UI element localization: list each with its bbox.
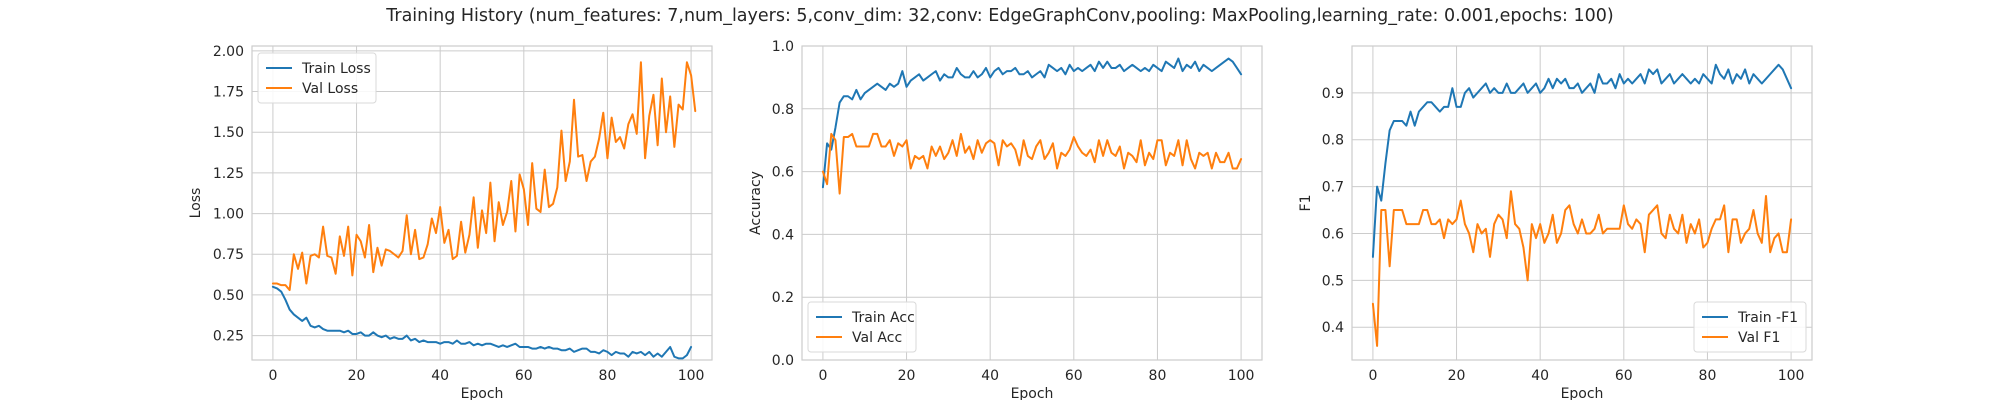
legend: Train Acc Val Acc: [807, 301, 917, 353]
y-axis-label: Accuracy: [748, 171, 764, 235]
val-series-line: [271, 61, 697, 292]
x-axis-label: Epoch: [1011, 386, 1054, 400]
val-series-line: [1371, 190, 1793, 347]
train-series-line: [821, 57, 1243, 189]
x-tick-label: 80: [599, 368, 617, 384]
y-axis-label: F1: [1298, 195, 1314, 212]
x-axis-label: Epoch: [461, 386, 504, 400]
x-tick-label: 60: [1065, 368, 1083, 384]
y-axis-label: Loss: [188, 188, 204, 219]
y-tick-label: 0.8: [1322, 133, 1344, 149]
x-axis-label: Epoch: [1561, 386, 1604, 400]
y-tick-label: 1.00: [213, 207, 244, 223]
y-tick-label: 0.9: [1322, 86, 1344, 102]
y-tick-label: 0.6: [772, 165, 794, 181]
legend-box: [1693, 301, 1807, 353]
x-tick-label: 0: [818, 368, 827, 384]
x-tick-label: 60: [515, 368, 533, 384]
train-legend-label: Train Acc: [851, 310, 915, 326]
y-tick-label: 1.75: [213, 85, 244, 101]
val-legend-label: Val Acc: [852, 330, 902, 346]
x-tick-label: 20: [898, 368, 916, 384]
x-tick-label: 100: [1228, 368, 1255, 384]
y-tick-label: 0.2: [772, 290, 794, 306]
axes-frame: [801, 45, 1263, 361]
y-tick-label: 0.7: [1322, 180, 1344, 196]
y-tick-label: 1.50: [213, 125, 244, 141]
x-tick-label: 40: [431, 368, 449, 384]
legend-box: [257, 52, 377, 104]
legend: Train Loss Val Loss: [257, 52, 377, 104]
x-tick-label: 0: [1368, 368, 1377, 384]
x-tick-label: 20: [1448, 368, 1466, 384]
axes-frame: [251, 45, 713, 361]
f1-subplot: 0 20 40 60 80 100 0.4 0.5 0.6 0.7 0.8 0.9 Epoch F1 Tra…: [1298, 45, 1813, 400]
loss-subplot: 0 20 40 60 80 100 0.25 0.50 0.75 1.00 1.25 1.50 1.75…: [188, 44, 713, 400]
y-tick-label: 0.4: [1322, 320, 1344, 336]
train-series-line: [271, 285, 693, 360]
x-tick-label: 40: [1531, 368, 1549, 384]
y-tick-label: 0.8: [772, 102, 794, 118]
train-series-line: [1371, 63, 1793, 258]
x-tick-label: 20: [348, 368, 366, 384]
x-tick-label: 80: [1699, 368, 1717, 384]
y-tick-label: 0.0: [772, 353, 794, 369]
train-legend-label: Train Loss: [301, 61, 371, 77]
legend: Train -F1 Val F1: [1693, 301, 1807, 353]
x-tick-label: 60: [1615, 368, 1633, 384]
val-series-line: [821, 132, 1243, 195]
y-tick-label: 1.25: [213, 166, 244, 182]
y-tick-label: 0.5: [1322, 273, 1344, 289]
x-tick-label: 100: [678, 368, 705, 384]
x-tick-label: 100: [1778, 368, 1805, 384]
y-tick-label: 1.0: [772, 39, 794, 55]
y-tick-label: 0.4: [772, 227, 794, 243]
y-tick-label: 0.50: [213, 288, 244, 304]
y-tick-label: 0.25: [213, 329, 244, 345]
figure-suptitle: Training History (num_features: 7,num_la…: [385, 6, 1613, 26]
y-tick-label: 2.00: [213, 44, 244, 60]
val-legend-label: Val F1: [1738, 330, 1780, 346]
legend-box: [807, 301, 917, 353]
accuracy-subplot: 0 20 40 60 80 100 0.0 0.2 0.4 0.6 0.8 1.0 Epoch Accur…: [748, 39, 1263, 400]
y-tick-label: 0.6: [1322, 226, 1344, 242]
val-legend-label: Val Loss: [302, 81, 358, 97]
train-legend-label: Train -F1: [1737, 310, 1798, 326]
axes-frame: [1351, 45, 1813, 361]
x-tick-label: 80: [1149, 368, 1167, 384]
y-tick-label: 0.75: [213, 247, 244, 263]
x-tick-label: 0: [268, 368, 277, 384]
x-tick-label: 40: [981, 368, 999, 384]
